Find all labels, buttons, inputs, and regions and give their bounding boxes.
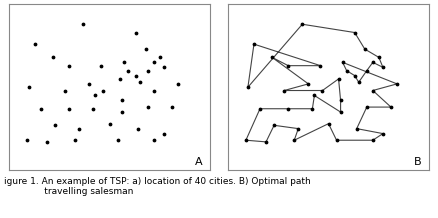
Point (90, 107, 97, 111)
Point (363, 69, 370, 72)
Point (361, 47, 368, 51)
Point (305, 82, 312, 86)
Point (317, 64, 324, 67)
Point (337, 99, 344, 102)
Point (144, 105, 151, 109)
Point (169, 105, 176, 109)
Point (120, 61, 127, 64)
Point (150, 61, 157, 64)
Point (343, 69, 350, 72)
Point (257, 107, 264, 111)
Point (80, 22, 87, 26)
Point (281, 89, 288, 92)
Point (160, 66, 167, 69)
Point (66, 64, 73, 67)
Point (369, 89, 376, 92)
Point (174, 82, 181, 86)
Point (66, 107, 73, 111)
Point (393, 82, 400, 86)
Point (76, 127, 83, 130)
Point (351, 74, 358, 77)
Point (72, 138, 79, 142)
Point (262, 140, 269, 144)
Point (144, 69, 151, 72)
Point (150, 138, 157, 142)
Point (333, 138, 340, 142)
Point (25, 85, 32, 89)
Point (388, 105, 395, 109)
Point (271, 124, 278, 127)
Point (355, 80, 362, 84)
Text: A: A (194, 157, 202, 167)
Point (335, 77, 342, 81)
Point (142, 47, 149, 51)
Point (251, 42, 258, 46)
Point (92, 94, 99, 97)
Point (375, 56, 382, 59)
Point (150, 89, 157, 92)
Point (291, 138, 298, 142)
Point (353, 127, 360, 130)
Point (118, 110, 125, 114)
Text: B: B (413, 157, 421, 167)
Point (242, 138, 249, 142)
Point (160, 132, 167, 135)
Point (52, 124, 59, 127)
Point (62, 89, 69, 92)
Point (106, 122, 113, 125)
Point (311, 94, 318, 97)
Point (49, 56, 57, 59)
Point (363, 105, 370, 109)
Point (299, 22, 306, 26)
Point (118, 99, 125, 102)
Point (116, 77, 123, 81)
Point (309, 107, 316, 111)
Point (43, 140, 50, 144)
Point (132, 74, 139, 77)
Point (86, 82, 93, 86)
Point (38, 107, 45, 111)
Point (285, 107, 292, 111)
Point (369, 138, 376, 142)
Point (339, 61, 346, 64)
Point (32, 42, 39, 46)
Point (351, 31, 358, 34)
Point (268, 56, 276, 59)
Point (23, 138, 30, 142)
Point (379, 132, 386, 135)
Point (369, 61, 376, 64)
Point (136, 80, 143, 84)
Point (325, 122, 332, 125)
Point (156, 56, 163, 59)
Point (244, 85, 251, 89)
Point (100, 89, 107, 92)
Point (134, 127, 141, 130)
Point (285, 64, 292, 67)
Text: igure 1. An example of TSP: a) location of 40 cities. B) Optimal path
          : igure 1. An example of TSP: a) location … (4, 177, 311, 196)
Point (124, 69, 131, 72)
Point (337, 110, 344, 114)
Point (379, 66, 386, 69)
Point (98, 64, 105, 67)
Point (295, 127, 302, 130)
Point (114, 138, 121, 142)
Point (132, 31, 139, 34)
Point (319, 89, 326, 92)
